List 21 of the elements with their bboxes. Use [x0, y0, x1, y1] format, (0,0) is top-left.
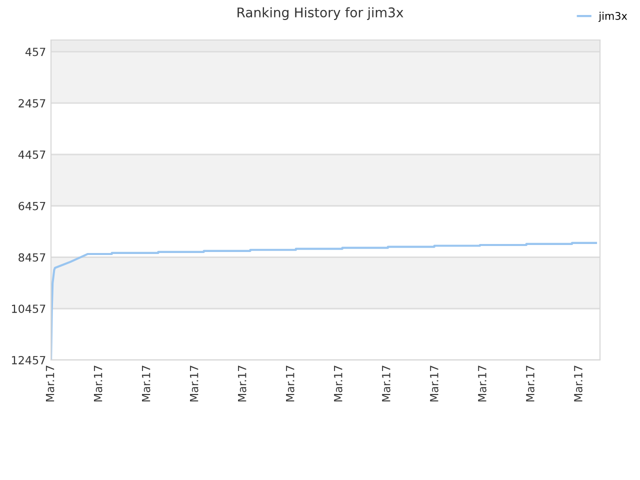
x-tick-label: Mar.17 — [382, 366, 390, 402]
legend-label: jim3x — [598, 12, 628, 22]
y-tick-label: 8457 — [18, 253, 46, 262]
y-tick-label: 2457 — [18, 99, 46, 108]
x-tick-label: Mar.17 — [334, 366, 342, 402]
y-tick-label: 457 — [25, 48, 46, 56]
chart-title: Ranking History for jim3x — [238, 7, 404, 20]
y-tick-label: 12457 — [12, 356, 46, 364]
x-tick-label: Mar.17 — [286, 366, 294, 402]
y-tick-label: 4457 — [18, 150, 46, 159]
y-tick-label: 10457 — [12, 304, 46, 314]
x-tick-label: Mar.17 — [574, 366, 582, 402]
x-tick-label: Mar.17 — [238, 366, 246, 402]
x-tick-label: Mar.17 — [526, 366, 534, 402]
x-tick-label: Mar.17 — [430, 366, 438, 402]
y-tick-label: 6457 — [18, 202, 46, 210]
x-tick-label: Mar.17 — [142, 366, 150, 402]
x-tick-label: Mar.17 — [478, 366, 486, 402]
x-tick-label: Mar.17 — [94, 366, 102, 402]
x-tick-label: Mar.17 — [46, 366, 54, 402]
x-tick-label: Mar.17 — [190, 366, 198, 402]
